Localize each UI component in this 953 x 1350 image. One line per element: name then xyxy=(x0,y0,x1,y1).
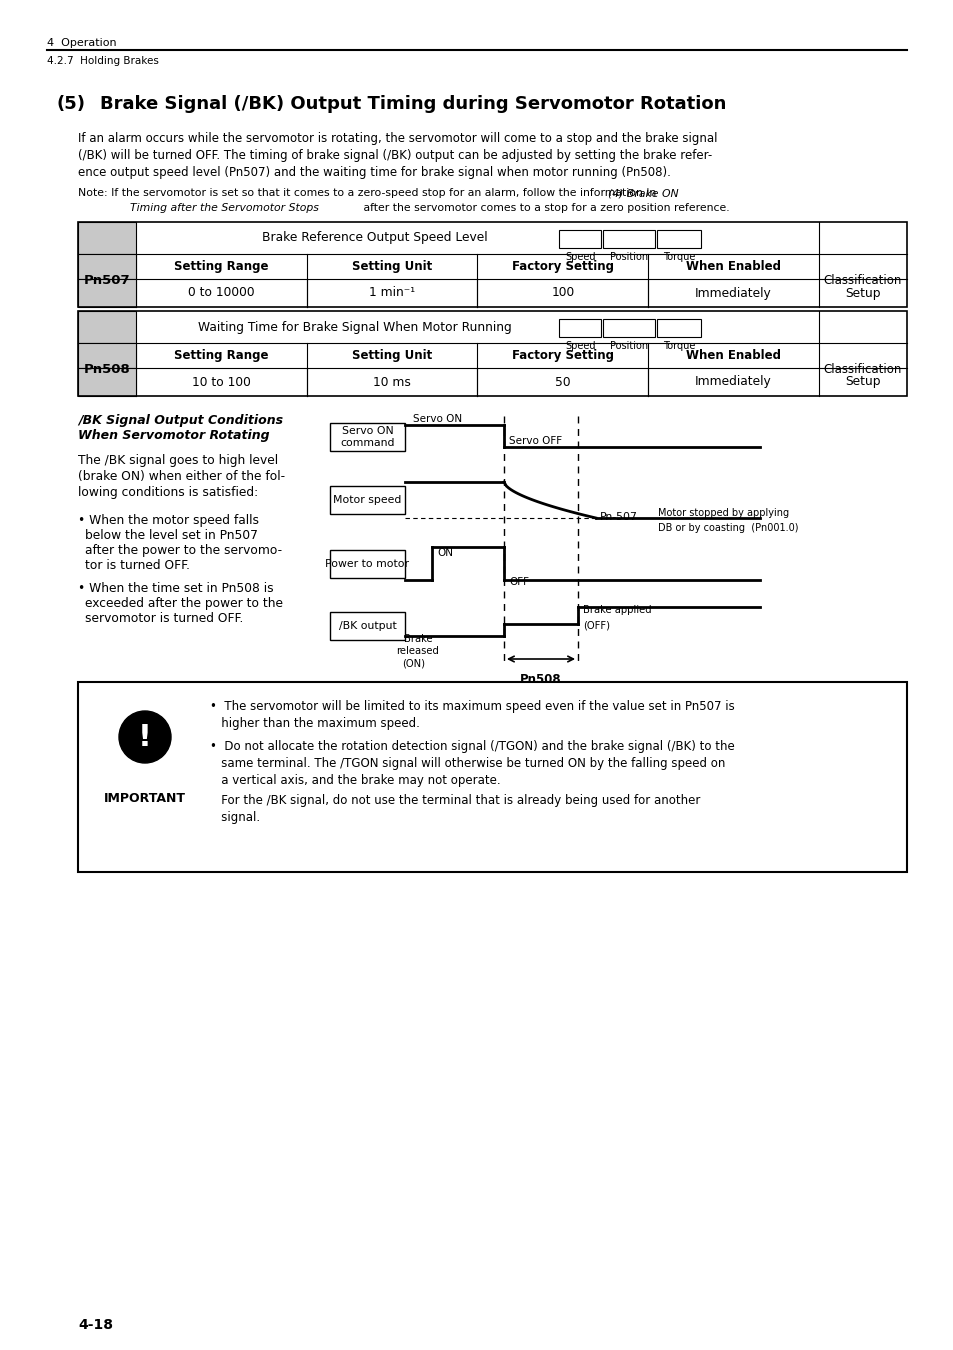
Text: Setup: Setup xyxy=(844,375,880,389)
Text: 10 ms: 10 ms xyxy=(373,375,411,389)
Text: 100: 100 xyxy=(551,286,574,300)
Bar xyxy=(78,254,136,279)
Text: Waiting Time for Brake Signal When Motor Running: Waiting Time for Brake Signal When Motor… xyxy=(197,320,511,333)
Text: OFF: OFF xyxy=(509,576,529,587)
Text: Setup: Setup xyxy=(844,286,880,300)
Text: Factory Setting: Factory Setting xyxy=(512,261,613,273)
Bar xyxy=(78,279,136,306)
Text: tor is turned OFF.: tor is turned OFF. xyxy=(85,559,190,572)
Text: (OFF): (OFF) xyxy=(582,620,609,630)
Text: same terminal. The /TGON signal will otherwise be turned ON by the falling speed: same terminal. The /TGON signal will oth… xyxy=(210,757,724,769)
Text: Setting Range: Setting Range xyxy=(174,261,269,273)
Text: Pn507: Pn507 xyxy=(84,274,131,288)
Text: Servo ON
command: Servo ON command xyxy=(340,427,395,448)
Text: ON: ON xyxy=(436,548,453,558)
Text: Timing after the Servomotor Stops: Timing after the Servomotor Stops xyxy=(130,202,318,213)
Text: signal.: signal. xyxy=(210,811,260,824)
Bar xyxy=(330,486,405,514)
Bar xyxy=(78,221,906,306)
Text: Speed: Speed xyxy=(564,252,595,262)
Bar xyxy=(603,230,655,248)
Text: after the power to the servomo-: after the power to the servomo- xyxy=(85,544,282,558)
Text: Power to motor: Power to motor xyxy=(325,559,409,568)
Text: a vertical axis, and the brake may not operate.: a vertical axis, and the brake may not o… xyxy=(210,774,500,787)
Text: Immediately: Immediately xyxy=(695,375,771,389)
Text: Pn508: Pn508 xyxy=(84,363,131,377)
Text: Pn-507: Pn-507 xyxy=(599,512,638,522)
Text: Setting Unit: Setting Unit xyxy=(352,261,432,273)
Text: •  Do not allocate the rotation detection signal (/TGON) and the brake signal (/: • Do not allocate the rotation detection… xyxy=(210,740,734,753)
Text: 0 to 10000: 0 to 10000 xyxy=(188,286,254,300)
Bar xyxy=(558,319,600,338)
Bar xyxy=(330,549,405,578)
Text: Note: If the servomotor is set so that it comes to a zero-speed stop for an alar: Note: If the servomotor is set so that i… xyxy=(78,188,659,198)
Bar xyxy=(558,230,600,248)
Text: Brake Signal (/BK) Output Timing during Servomotor Rotation: Brake Signal (/BK) Output Timing during … xyxy=(100,95,725,113)
Text: Position: Position xyxy=(610,252,648,262)
Bar xyxy=(78,369,136,396)
Bar xyxy=(78,343,136,369)
Text: Pn508: Pn508 xyxy=(519,674,561,686)
Text: Factory Setting: Factory Setting xyxy=(512,350,613,362)
Text: Brake
released: Brake released xyxy=(396,634,439,656)
Text: The /BK signal goes to high level: The /BK signal goes to high level xyxy=(78,454,278,467)
Text: Immediately: Immediately xyxy=(695,286,771,300)
Text: Brake Reference Output Speed Level: Brake Reference Output Speed Level xyxy=(262,231,487,244)
Text: Classification: Classification xyxy=(823,274,902,288)
Text: 4  Operation: 4 Operation xyxy=(47,38,116,49)
Text: When Enabled: When Enabled xyxy=(685,261,781,273)
Text: • When the motor speed falls: • When the motor speed falls xyxy=(78,514,258,526)
Text: Motor speed: Motor speed xyxy=(333,495,401,505)
Text: Speed: Speed xyxy=(564,342,595,351)
Bar xyxy=(78,221,136,254)
Text: • When the time set in Pn508 is: • When the time set in Pn508 is xyxy=(78,582,274,595)
Text: (ON): (ON) xyxy=(402,657,425,668)
Text: Torque: Torque xyxy=(662,342,695,351)
Text: after the servomotor comes to a stop for a zero position reference.: after the servomotor comes to a stop for… xyxy=(359,202,729,213)
Text: !: ! xyxy=(138,722,152,752)
Bar xyxy=(657,319,700,338)
Text: Torque: Torque xyxy=(662,252,695,262)
Text: 1 min⁻¹: 1 min⁻¹ xyxy=(369,286,415,300)
Text: (/BK) will be turned OFF. The timing of brake signal (/BK) output can be adjuste: (/BK) will be turned OFF. The timing of … xyxy=(78,148,712,162)
Text: Motor stopped by applying: Motor stopped by applying xyxy=(658,508,788,518)
Text: When Enabled: When Enabled xyxy=(685,350,781,362)
Text: servomotor is turned OFF.: servomotor is turned OFF. xyxy=(85,612,243,625)
Bar xyxy=(78,310,906,396)
Text: IMPORTANT: IMPORTANT xyxy=(104,792,186,805)
Text: Classification: Classification xyxy=(823,363,902,377)
Text: If an alarm occurs while the servomotor is rotating, the servomotor will come to: If an alarm occurs while the servomotor … xyxy=(78,132,717,144)
Text: 4.2.7  Holding Brakes: 4.2.7 Holding Brakes xyxy=(47,55,159,66)
Text: higher than the maximum speed.: higher than the maximum speed. xyxy=(210,717,419,730)
Text: /BK Signal Output Conditions: /BK Signal Output Conditions xyxy=(78,414,283,427)
Text: •  The servomotor will be limited to its maximum speed even if the value set in : • The servomotor will be limited to its … xyxy=(210,701,734,713)
Text: Setting Range: Setting Range xyxy=(174,350,269,362)
Text: Brake applied: Brake applied xyxy=(582,605,651,616)
Bar xyxy=(330,423,405,451)
Text: lowing conditions is satisfied:: lowing conditions is satisfied: xyxy=(78,486,258,500)
Text: (5): (5) xyxy=(57,95,86,113)
Bar xyxy=(78,310,136,343)
Text: 50: 50 xyxy=(555,375,570,389)
Text: When Servomotor Rotating: When Servomotor Rotating xyxy=(78,429,270,441)
Text: (4) Brake ON: (4) Brake ON xyxy=(607,188,678,198)
Text: (brake ON) when either of the fol-: (brake ON) when either of the fol- xyxy=(78,470,285,483)
Text: 4-18: 4-18 xyxy=(78,1318,112,1332)
Text: ence output speed level (Pn507) and the waiting time for brake signal when motor: ence output speed level (Pn507) and the … xyxy=(78,166,670,180)
Bar xyxy=(657,230,700,248)
Bar xyxy=(330,612,405,640)
Text: Position: Position xyxy=(610,342,648,351)
Text: Setting Unit: Setting Unit xyxy=(352,350,432,362)
Bar xyxy=(78,682,906,872)
Text: Servo ON: Servo ON xyxy=(413,414,461,424)
Text: below the level set in Pn507: below the level set in Pn507 xyxy=(85,529,257,541)
Text: exceeded after the power to the: exceeded after the power to the xyxy=(85,597,283,610)
Text: Servo OFF: Servo OFF xyxy=(509,436,561,446)
Text: DB or by coasting  (Pn001.0): DB or by coasting (Pn001.0) xyxy=(658,522,798,533)
Circle shape xyxy=(119,711,171,763)
Bar xyxy=(603,319,655,338)
Text: For the /BK signal, do not use the terminal that is already being used for anoth: For the /BK signal, do not use the termi… xyxy=(210,794,700,807)
Text: /BK output: /BK output xyxy=(338,621,395,630)
Text: 10 to 100: 10 to 100 xyxy=(192,375,251,389)
